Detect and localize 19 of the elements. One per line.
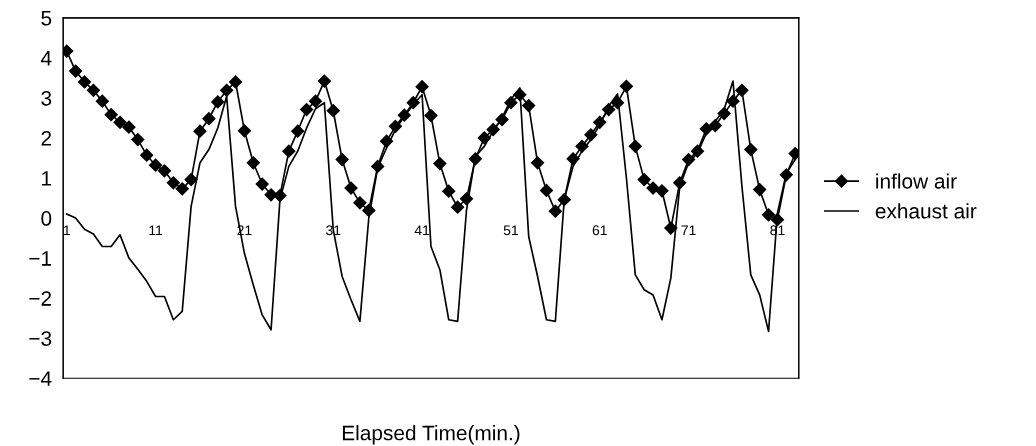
legend-label: exhaust air	[875, 203, 977, 219]
y-tick-label: −2	[29, 291, 52, 306]
y-tick-label: 0	[41, 211, 52, 226]
y-tick-label: −3	[29, 331, 52, 346]
x-tick-label: 11	[149, 225, 163, 236]
x-tick-label: 41	[414, 225, 430, 236]
y-tick-label: 5	[41, 11, 52, 26]
y-tick-label: 2	[41, 130, 52, 146]
y-tick-label: −1	[29, 251, 52, 266]
y-tick-label: 3	[41, 90, 52, 106]
x-tick-label: 61	[592, 225, 607, 236]
y-tick-label: 4	[40, 51, 52, 66]
y-tick-label: −4	[29, 371, 52, 386]
x-tick-label: 1	[63, 225, 70, 236]
x-tick-label: 51	[503, 225, 518, 236]
x-axis-title: Elapsed Time(min.)	[342, 425, 520, 445]
y-tick-label: 1	[42, 171, 52, 186]
legend-label: inflow air	[876, 173, 957, 189]
x-tick-label: 71	[681, 225, 696, 236]
